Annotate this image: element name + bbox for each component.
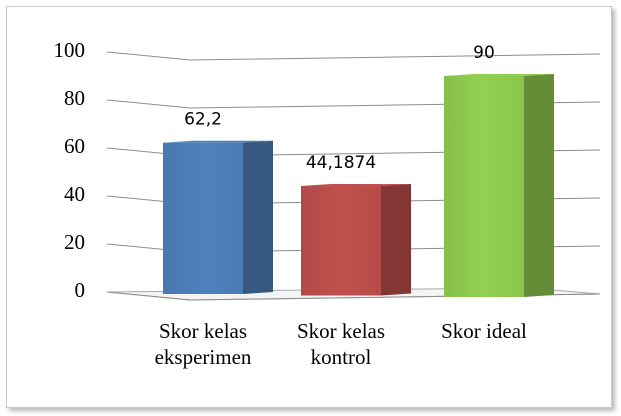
y-tick-label: 40 — [64, 182, 85, 206]
value-label: 44,1874 — [306, 153, 376, 173]
x-tick-label: Skor kelas eksperimen — [154, 319, 252, 369]
bar-top — [163, 140, 273, 143]
y-tick-label: 80 — [64, 86, 85, 110]
value-label: 62,2 — [184, 110, 222, 130]
bar-top — [444, 74, 554, 76]
y-tick-label: 100 — [54, 38, 86, 62]
bar-side — [381, 183, 411, 296]
x-tick-label: Skor kelas kontrol — [296, 319, 386, 369]
bar-side — [524, 74, 554, 297]
bar — [301, 185, 381, 296]
bar — [163, 142, 243, 294]
bar-side — [243, 140, 273, 294]
x-tick-label: Skor ideal — [441, 319, 527, 343]
y-tick-label: 60 — [64, 134, 85, 158]
grid-line — [106, 51, 601, 61]
bar — [444, 76, 524, 297]
value-label: 90 — [473, 43, 495, 63]
y-tick-label: 20 — [64, 230, 85, 254]
bar-top — [301, 183, 411, 186]
y-tick-label: 0 — [75, 278, 86, 302]
